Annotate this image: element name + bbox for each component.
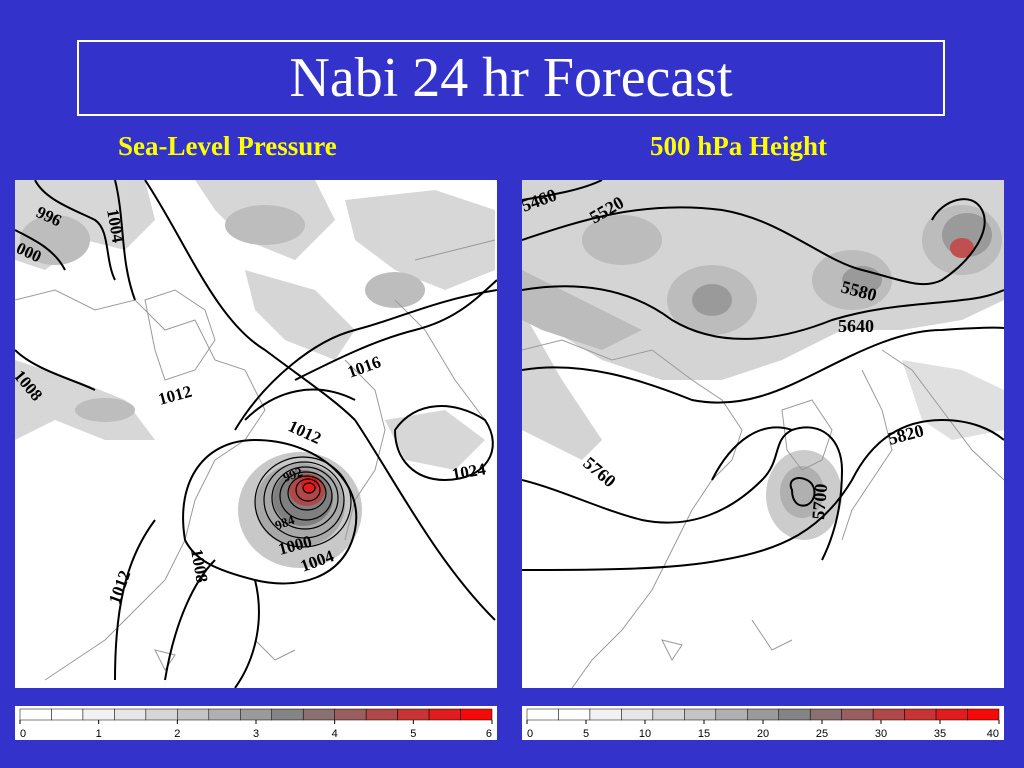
slp-colorbar-tick-label: 1: [96, 728, 102, 740]
h500-colorbar-swatch: [684, 708, 717, 721]
slp-colorbar-svg: 0 1 2 3 4 5 6: [19, 708, 493, 740]
sea-level-pressure-map: 996 1004 000 1008 1012 1016 1012 1024 10…: [15, 180, 497, 688]
slp-map-svg: 996 1004 000 1008 1012 1016 1012 1024 10…: [15, 180, 497, 688]
slp-colorbar-swatch: [19, 708, 52, 721]
h500-colorbar-swatch: [841, 708, 874, 721]
h500-colorbar-swatch: [652, 708, 685, 721]
slp-label-1012-upper: 1012: [156, 382, 194, 409]
h500-label-5700: 5700: [808, 483, 831, 521]
h500-colorbar-swatch: [715, 708, 748, 721]
slp-colorbar-tick-label: 5: [410, 728, 416, 740]
h500-colorbar: 0 5 10 15 20 25 30 35 40: [522, 706, 1004, 740]
h500-colorbar-swatch: [967, 708, 1000, 721]
h500-colorbar-tick-label: 25: [816, 728, 828, 740]
slp-colorbar-swatch: [397, 708, 430, 721]
slp-label-1012-low: 1012: [105, 568, 134, 606]
h500-colorbar-swatch: [589, 708, 622, 721]
slp-label-992: 992: [281, 464, 304, 485]
left-subtitle: Sea-Level Pressure: [118, 131, 337, 161]
h500-colorbar-swatch: [778, 708, 811, 721]
slp-colorbar-swatch: [145, 708, 178, 721]
h500-colorbar-swatch: [904, 708, 937, 721]
right-subtitle: 500 hPa Height: [650, 131, 828, 161]
slp-label-1016: 1016: [345, 352, 383, 381]
h500-colorbar-svg: 0 5 10 15 20 25 30 35 40: [526, 708, 1000, 740]
slp-colorbar-tick-label: 2: [174, 728, 180, 740]
h500-colorbar-tick-label: 10: [639, 728, 651, 740]
h500-colorbar-swatch: [558, 708, 591, 721]
h500-colorbar-swatch: [809, 708, 842, 721]
h500-map-svg: 5460 5520 5580 5640 5760 5700 5820: [522, 180, 1004, 688]
h500-label-5760: 5760: [579, 453, 619, 491]
h500-colorbar-tick-label: 0: [527, 728, 533, 740]
h500-colorbar-swatch: [872, 708, 905, 721]
page-title: Nabi 24 hr Forecast: [289, 47, 733, 109]
h500-colorbar-tick-label: 35: [934, 728, 946, 740]
h500-label-5640: 5640: [838, 316, 874, 336]
h500-colorbar-swatch: [621, 708, 654, 721]
slp-colorbar-swatch: [82, 708, 115, 721]
slp-colorbar-swatch: [302, 708, 335, 721]
h500-colorbar-tick-label: 20: [757, 728, 769, 740]
slp-colorbar-swatch: [177, 708, 210, 721]
slp-colorbar-tick-label: 3: [253, 728, 259, 740]
title-box: Nabi 24 hr Forecast: [77, 40, 945, 116]
h500-colorbar-tick-label: 30: [875, 728, 887, 740]
h500-colorbar-swatch: [935, 708, 968, 721]
slp-colorbar-swatch: [460, 708, 493, 721]
slp-colorbar-tick-label: 4: [332, 728, 338, 740]
slp-colorbar-swatch: [334, 708, 367, 721]
slp-label-1008-low: 1008: [187, 547, 212, 584]
slp-colorbar-tick-label: 0: [20, 728, 26, 740]
height-500hpa-map: 5460 5520 5580 5640 5760 5700 5820: [522, 180, 1004, 688]
h500-colorbar-tick-label: 5: [583, 728, 589, 740]
slp-colorbar-swatch: [208, 708, 241, 721]
slp-colorbar-swatch: [365, 708, 398, 721]
h500-colorbar-swatch: [747, 708, 779, 721]
slp-label-1012-mid: 1012: [285, 416, 324, 448]
h500-label-5820: 5820: [886, 420, 926, 449]
slp-colorbar-swatch: [428, 708, 461, 721]
slp-label-984: 984: [273, 512, 297, 533]
h500-colorbar-tick-label: 15: [698, 728, 710, 740]
slp-colorbar-swatch: [271, 708, 304, 721]
slp-colorbar-swatch: [51, 708, 84, 721]
slp-colorbar-swatch: [114, 708, 147, 721]
slp-colorbar-tick-label: 6: [486, 728, 492, 740]
slp-colorbar: 0 1 2 3 4 5 6: [15, 706, 497, 740]
h500-colorbar-swatch: [526, 708, 559, 721]
slp-colorbar-swatch: [240, 708, 272, 721]
h500-colorbar-tick-label: 40: [987, 728, 999, 740]
